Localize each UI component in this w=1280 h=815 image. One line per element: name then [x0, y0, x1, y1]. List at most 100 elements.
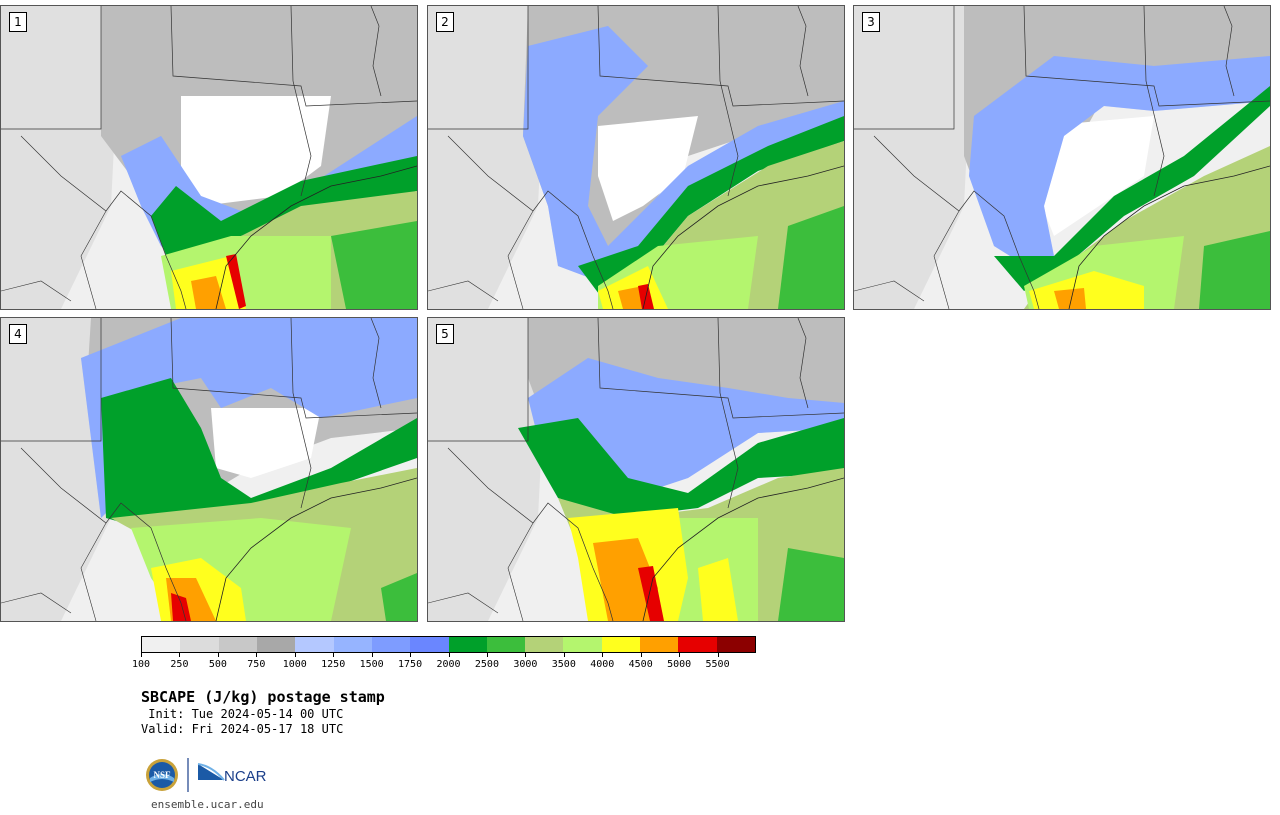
cape-band-low: [1034, 116, 1154, 236]
colorbar: [141, 636, 756, 653]
state-border: [428, 318, 529, 442]
colorbar-segment: [180, 637, 219, 652]
sbcape-map: [854, 6, 1270, 309]
state-border: [1, 6, 102, 130]
colorbar-segment: [601, 637, 641, 652]
coastline: [1068, 165, 1270, 309]
country-border: [20, 447, 187, 621]
colorbar-label: 5000: [667, 659, 692, 670]
valid-time: Valid: Fri 2024-05-17 18 UTC: [141, 722, 344, 736]
state-border: [290, 6, 312, 197]
state-border: [80, 210, 107, 309]
colorbar-segment: [525, 637, 564, 652]
logos: NSF NCAR: [146, 758, 267, 792]
colorbar-label: 3000: [513, 659, 538, 670]
colorbar-label: 100: [131, 659, 151, 670]
stamp-panel-2: 2: [427, 5, 845, 310]
cape-band-2500: [778, 206, 844, 309]
panel-number: 3: [862, 12, 880, 32]
state-border: [170, 318, 417, 419]
colorbar-tick: [717, 653, 719, 657]
stamp-panel-5: 5: [427, 317, 845, 622]
state-border: [597, 6, 844, 107]
colorbar-segment: [218, 637, 257, 652]
colorbar-segment: [563, 637, 602, 652]
cape-band-1750: [81, 318, 417, 518]
state-border: [428, 6, 529, 130]
cape-band-2500: [1199, 231, 1270, 309]
cape-band-low: [211, 408, 321, 478]
cape-band-250: [428, 6, 548, 309]
nsf-logo-text: NSF: [153, 770, 171, 780]
stamp-panel-3: 3: [853, 5, 1271, 310]
stamp-panel-1: 1: [0, 5, 418, 310]
state-border: [1143, 6, 1165, 197]
state-border: [1023, 6, 1270, 107]
colorbar-label: 1750: [398, 659, 423, 670]
cape-band-250: [428, 318, 548, 621]
colorbar-segment: [295, 637, 334, 652]
cape-band-5000: [171, 593, 191, 621]
cape-band-5000: [226, 254, 246, 309]
colorbar-tick: [448, 653, 450, 657]
cape-band-1500: [523, 26, 844, 281]
cape-band-2500: [778, 548, 844, 621]
state-border: [80, 522, 107, 621]
colorbar-tick: [256, 653, 258, 657]
colorbar-segment: [256, 637, 296, 652]
state-border: [854, 280, 925, 302]
colorbar-tick: [602, 653, 604, 657]
colorbar-tick: [410, 653, 412, 657]
cape-band-2500: [381, 573, 417, 621]
colorbar-tick: [217, 653, 219, 657]
colorbar-tick: [294, 653, 296, 657]
state-border: [854, 6, 955, 130]
cape-band-2000: [101, 378, 417, 528]
state-border: [507, 522, 534, 621]
country-border: [447, 135, 614, 309]
state-border: [597, 318, 844, 419]
state-border: [797, 318, 809, 409]
state-border: [428, 592, 499, 614]
colorbar-label: 1500: [359, 659, 384, 670]
cape-band-2000: [518, 418, 844, 518]
colorbar-tick: [525, 653, 527, 657]
state-border: [507, 210, 534, 309]
sbcape-map: [428, 6, 844, 309]
colorbar-label: 5500: [705, 659, 730, 670]
ncar-logo-icon: NCAR: [197, 763, 267, 785]
plot-title: SBCAPE (J/kg) postage stamp: [141, 688, 385, 706]
country-border: [20, 135, 187, 309]
colorbar-label: 4500: [628, 659, 653, 670]
colorbar-label: 3500: [551, 659, 576, 670]
state-border: [170, 6, 417, 107]
colorbar-segment: [410, 637, 449, 652]
colorbar-tick: [486, 653, 488, 657]
colorbar-tick: [371, 653, 373, 657]
panel-number: 2: [436, 12, 454, 32]
colorbar-segment: [678, 637, 717, 652]
cape-band-4000: [698, 558, 738, 621]
state-border: [1223, 6, 1235, 97]
colorbar-tick: [333, 653, 335, 657]
cape-band-4500: [1054, 288, 1086, 309]
panel-number: 4: [9, 324, 27, 344]
cape-band-2500: [331, 221, 417, 309]
cape-band-low: [181, 96, 331, 206]
coastline: [642, 477, 844, 621]
sbcape-map: [428, 318, 844, 621]
colorbar-label: 750: [247, 659, 266, 670]
colorbar-segment: [448, 637, 487, 652]
state-border: [1, 280, 72, 302]
cape-band-4500: [191, 276, 226, 309]
colorbar-label: 1000: [282, 659, 307, 670]
colorbar-label: 1250: [321, 659, 346, 670]
coastline: [642, 165, 844, 309]
cape-band-1500: [81, 318, 417, 518]
cape-band-4500: [593, 538, 658, 621]
state-border: [370, 6, 382, 97]
panel-number: 5: [436, 324, 454, 344]
colorbar-labels: 100 250 500 750 1000 1250 1500 1750 2000 2500 3000…: [0, 659, 1280, 673]
init-time: Init: Tue 2024-05-14 00 UTC: [141, 707, 344, 721]
colorbar-segment: [486, 637, 526, 652]
